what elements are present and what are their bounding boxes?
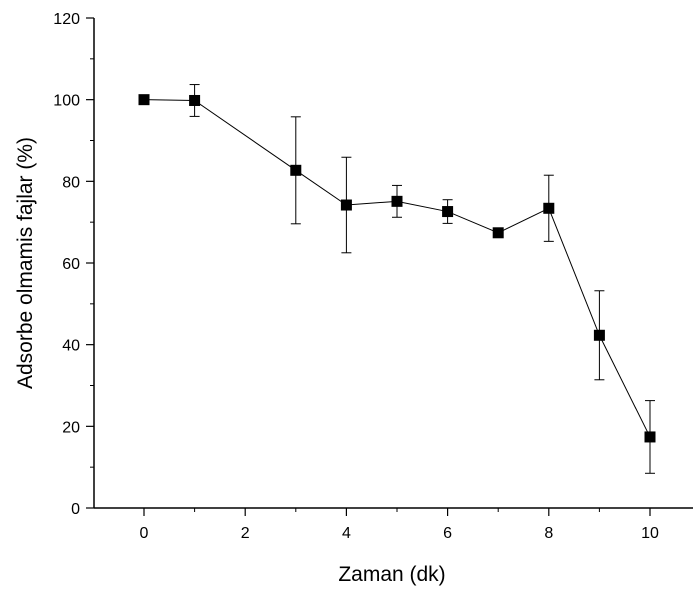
x-tick-label: 6 xyxy=(443,525,452,542)
data-series xyxy=(138,84,656,474)
y-tick-label: 0 xyxy=(71,501,80,518)
data-point xyxy=(593,329,605,341)
x-tick-label: 0 xyxy=(140,525,149,542)
series-line xyxy=(143,99,651,438)
data-point xyxy=(290,164,302,176)
y-tick-label: 120 xyxy=(53,11,80,28)
data-point xyxy=(543,202,555,214)
y-tick-label: 100 xyxy=(53,93,80,110)
y-tick-label: 40 xyxy=(62,338,80,355)
y-tick-label: 60 xyxy=(62,256,80,273)
data-point xyxy=(340,199,352,211)
x-tick-label: 8 xyxy=(544,525,553,542)
x-tick-label: 10 xyxy=(641,525,659,542)
data-point xyxy=(391,195,403,207)
data-point xyxy=(492,227,504,239)
x-tick-label: 2 xyxy=(241,525,250,542)
axes xyxy=(93,18,693,509)
y-tick-label: 20 xyxy=(62,419,80,436)
data-point xyxy=(644,431,656,443)
data-point xyxy=(442,206,454,218)
y-axis-title: Adsorbe olmamis fajlar (%) xyxy=(14,137,37,389)
x-axis-title: Zaman (dk) xyxy=(338,563,445,586)
y-axis-ticks: 0 20 40 60 80 100 120 xyxy=(53,11,94,518)
y-tick-label: 80 xyxy=(62,174,80,191)
x-axis-ticks: 0 2 4 6 8 10 xyxy=(140,508,659,542)
data-point xyxy=(138,94,150,106)
data-point xyxy=(189,94,201,106)
x-tick-label: 4 xyxy=(342,525,351,542)
